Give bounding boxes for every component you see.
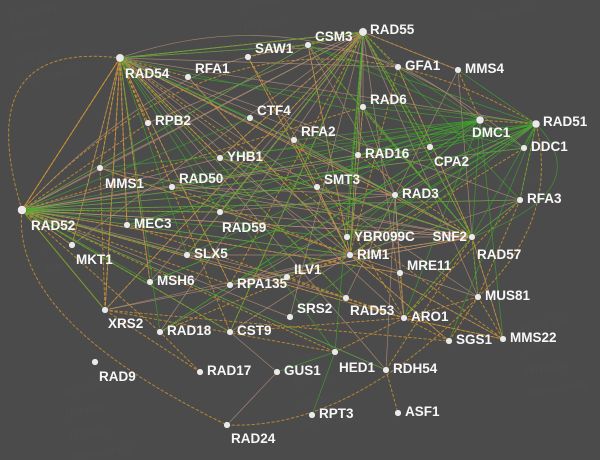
svg-text:RPT3: RPT3 [319,406,354,421]
svg-text:RAD52: RAD52 [31,218,75,233]
svg-text:RFA3: RFA3 [527,191,562,206]
svg-text:RAD16: RAD16 [365,146,410,161]
svg-text:MMS4: MMS4 [465,61,504,76]
svg-text:SMT3: SMT3 [324,172,360,187]
svg-text:RAD6: RAD6 [370,92,407,107]
svg-text:MKT1: MKT1 [76,252,113,267]
svg-text:RAD55: RAD55 [370,22,415,37]
svg-text:MMS22: MMS22 [510,330,557,345]
svg-text:GFA1: GFA1 [405,58,441,73]
svg-text:RPA135: RPA135 [237,276,288,291]
svg-text:RAD54: RAD54 [125,66,170,81]
svg-text:YHB1: YHB1 [227,149,264,164]
svg-text:RAD9: RAD9 [99,369,136,384]
svg-text:RAD17: RAD17 [207,363,251,378]
svg-text:SLX5: SLX5 [194,246,228,261]
svg-text:GUS1: GUS1 [284,363,321,378]
svg-text:DMC1: DMC1 [472,125,511,140]
svg-text:YBR099C: YBR099C [354,229,415,244]
svg-text:RAD18: RAD18 [167,323,212,338]
svg-text:HED1: HED1 [339,360,376,375]
svg-text:CST9: CST9 [237,323,272,338]
svg-text:SAW1: SAW1 [255,41,294,56]
svg-text:RDH54: RDH54 [393,361,438,376]
svg-text:RAD24: RAD24 [231,431,276,446]
svg-text:RAD3: RAD3 [402,186,439,201]
svg-text:CSM3: CSM3 [315,29,353,44]
svg-text:RPB2: RPB2 [155,113,191,128]
svg-text:ASF1: ASF1 [405,404,440,419]
svg-text:RAD51: RAD51 [543,114,588,129]
svg-text:MMS1: MMS1 [105,176,144,191]
svg-text:MRE11: MRE11 [407,258,452,273]
svg-text:MSH6: MSH6 [157,273,195,288]
svg-text:ARO1: ARO1 [411,309,449,324]
svg-text:CPA2: CPA2 [434,154,469,169]
svg-text:RIM1: RIM1 [357,247,390,262]
svg-text:RAD59: RAD59 [222,220,266,235]
svg-text:RAD57: RAD57 [477,247,521,262]
svg-text:DDC1: DDC1 [531,139,568,154]
svg-text:MEC3: MEC3 [134,216,172,231]
svg-text:CTF4: CTF4 [257,103,291,118]
svg-text:RFA2: RFA2 [301,124,336,139]
svg-text:XRS2: XRS2 [108,316,143,331]
svg-text:SRS2: SRS2 [297,301,332,316]
svg-text:RAD53: RAD53 [350,303,395,318]
svg-text:SNF2: SNF2 [432,229,467,244]
svg-text:SGS1: SGS1 [456,332,493,347]
svg-text:MUS81: MUS81 [485,288,531,303]
svg-text:RFA1: RFA1 [195,61,230,76]
svg-text:ILV1: ILV1 [294,262,322,277]
svg-text:RAD50: RAD50 [179,171,223,186]
